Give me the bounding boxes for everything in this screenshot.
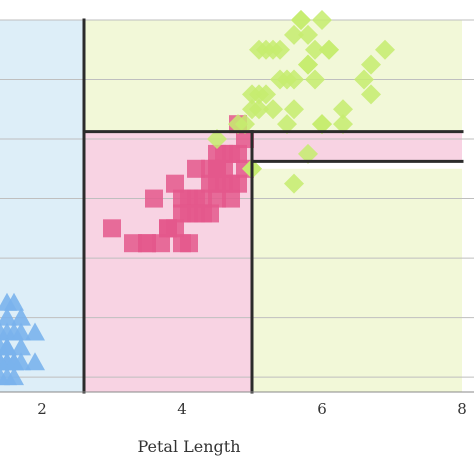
point-triangle xyxy=(11,322,31,341)
x-tick-label: 6 xyxy=(317,400,327,418)
split-lines xyxy=(82,18,464,394)
point-diamond xyxy=(305,69,325,90)
point-diamond xyxy=(312,114,332,135)
point-square xyxy=(138,234,156,253)
point-diamond xyxy=(284,99,304,120)
point-diamond xyxy=(284,173,304,194)
point-square xyxy=(173,234,191,253)
point-diamond xyxy=(354,69,374,90)
point-diamond xyxy=(277,114,297,135)
point-triangle xyxy=(11,352,31,371)
point-square xyxy=(145,189,163,208)
point-triangle xyxy=(0,307,17,326)
point-triangle xyxy=(11,337,31,356)
x-tick-label: 4 xyxy=(177,400,187,418)
point-diamond xyxy=(256,84,276,105)
point-square xyxy=(152,234,170,253)
point-square xyxy=(208,159,226,178)
point-square xyxy=(222,189,240,208)
point-diamond xyxy=(284,69,304,90)
point-triangle xyxy=(0,337,17,356)
point-diamond xyxy=(319,39,339,60)
point-diamond xyxy=(298,54,318,75)
point-diamond xyxy=(263,99,283,120)
point-square xyxy=(229,174,247,193)
point-square xyxy=(124,234,142,253)
point-diamond xyxy=(270,39,290,60)
x-tick-labels: 2 4 6 8 xyxy=(37,400,467,418)
point-triangle xyxy=(25,322,45,341)
point-diamond xyxy=(291,10,311,30)
point-square xyxy=(180,189,198,208)
x-axis-label: Petal Length xyxy=(137,437,240,456)
point-square xyxy=(208,174,226,193)
point-diamond xyxy=(249,99,269,120)
region-virginica xyxy=(252,168,462,392)
region-versicolor xyxy=(252,131,462,162)
point-triangle xyxy=(11,307,31,326)
point-triangle xyxy=(0,292,17,311)
point-diamond xyxy=(333,99,353,120)
point-diamond xyxy=(207,129,227,150)
point-square xyxy=(187,159,205,178)
point-square xyxy=(194,189,212,208)
x-tick-label: 2 xyxy=(37,400,47,418)
point-triangle xyxy=(4,367,24,386)
point-square xyxy=(103,219,121,238)
point-square xyxy=(236,130,254,149)
point-triangle xyxy=(0,322,10,341)
point-square xyxy=(208,189,226,208)
data-points xyxy=(0,10,395,386)
point-square xyxy=(166,174,184,193)
gridlines xyxy=(0,19,474,378)
point-square xyxy=(159,219,177,238)
point-diamond xyxy=(298,143,318,164)
point-diamond xyxy=(361,54,381,75)
x-tick-label: 8 xyxy=(457,400,467,418)
point-diamond xyxy=(298,24,318,45)
point-square xyxy=(187,204,205,223)
point-diamond xyxy=(284,24,304,45)
point-diamond xyxy=(375,39,395,60)
point-diamond xyxy=(312,10,332,30)
point-diamond xyxy=(361,84,381,105)
point-square xyxy=(201,204,219,223)
point-square xyxy=(215,144,233,163)
point-square xyxy=(229,144,247,163)
point-triangle xyxy=(25,352,45,371)
point-diamond xyxy=(333,114,353,135)
point-diamond xyxy=(235,114,255,135)
point-diamond xyxy=(305,39,325,60)
